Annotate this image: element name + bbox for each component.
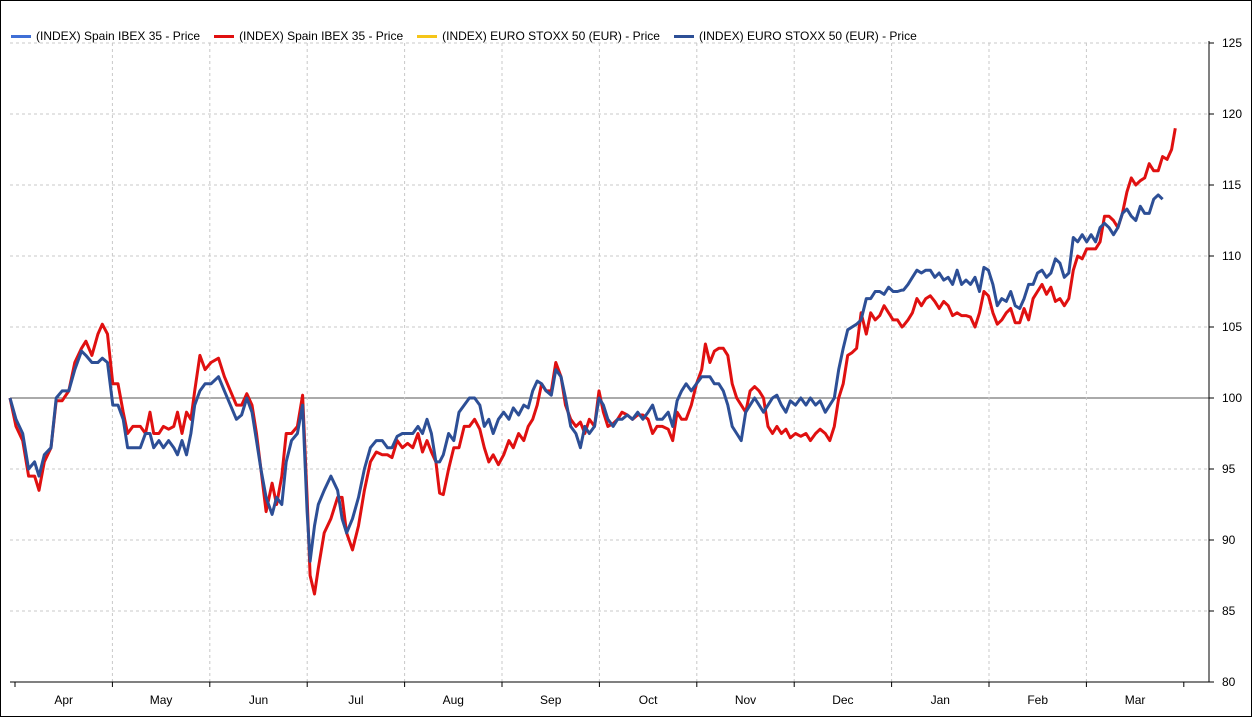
legend-item-ibex-blue: (INDEX) Spain IBEX 35 - Price: [11, 29, 200, 43]
y-tick-label: 125: [1222, 36, 1242, 50]
y-tick-label: 90: [1222, 533, 1236, 547]
x-tick-label: Apr: [54, 693, 73, 707]
y-tick-label: 95: [1222, 462, 1236, 476]
legend-swatch: [417, 34, 438, 38]
y-tick-label: 105: [1222, 320, 1242, 334]
x-tick-label: Oct: [639, 693, 658, 707]
x-tick-label: Jul: [348, 693, 363, 707]
series-line-ibex-35: [8, 127, 1177, 596]
x-tick-label: Sep: [540, 693, 562, 707]
legend-item-ibex-red: (INDEX) Spain IBEX 35 - Price: [214, 29, 403, 43]
axes: 80 85 90 95 100 105 110 115 120 125 Apr May Jun Jul Au…: [10, 36, 1242, 707]
legend-item-stoxx-navy: (INDEX) EURO STOXX 50 (EUR) - Price: [673, 29, 917, 43]
legend-label: (INDEX) EURO STOXX 50 (EUR) - Price: [442, 29, 660, 43]
grid: [10, 42, 1209, 682]
x-tick-label: May: [150, 693, 173, 707]
y-tick-label: 85: [1222, 604, 1236, 618]
legend-label: (INDEX) Spain IBEX 35 - Price: [239, 29, 404, 43]
legend-label: (INDEX) EURO STOXX 50 (EUR) - Price: [698, 29, 917, 43]
x-tick-label: Dec: [832, 693, 853, 707]
x-tick-label: Jun: [249, 693, 268, 707]
y-tick-label: 100: [1222, 391, 1242, 405]
x-tick-label: Feb: [1027, 693, 1048, 707]
y-tick-label: 115: [1222, 178, 1241, 192]
legend-swatch: [214, 34, 235, 38]
legend-label: (INDEX) Spain IBEX 35 - Price: [36, 29, 201, 43]
series-line-euro-stoxx-50: [8, 193, 1164, 563]
series-lines: [8, 127, 1177, 596]
x-tick-label: Nov: [735, 693, 756, 707]
y-tick-label: 80: [1222, 675, 1236, 689]
legend-swatch: [11, 34, 31, 38]
legend-item-stoxx-yellow: (INDEX) EURO STOXX 50 (EUR) - Price: [417, 29, 660, 43]
legend-swatch: [673, 34, 694, 38]
x-tick-label: Mar: [1125, 693, 1146, 707]
y-tick-label: 120: [1222, 107, 1242, 121]
y-tick-label: 110: [1222, 249, 1241, 263]
x-tick-label: Aug: [443, 693, 464, 707]
legend: (INDEX) Spain IBEX 35 - Price (INDEX) Sp…: [11, 29, 931, 43]
x-tick-label: Jan: [931, 693, 950, 707]
